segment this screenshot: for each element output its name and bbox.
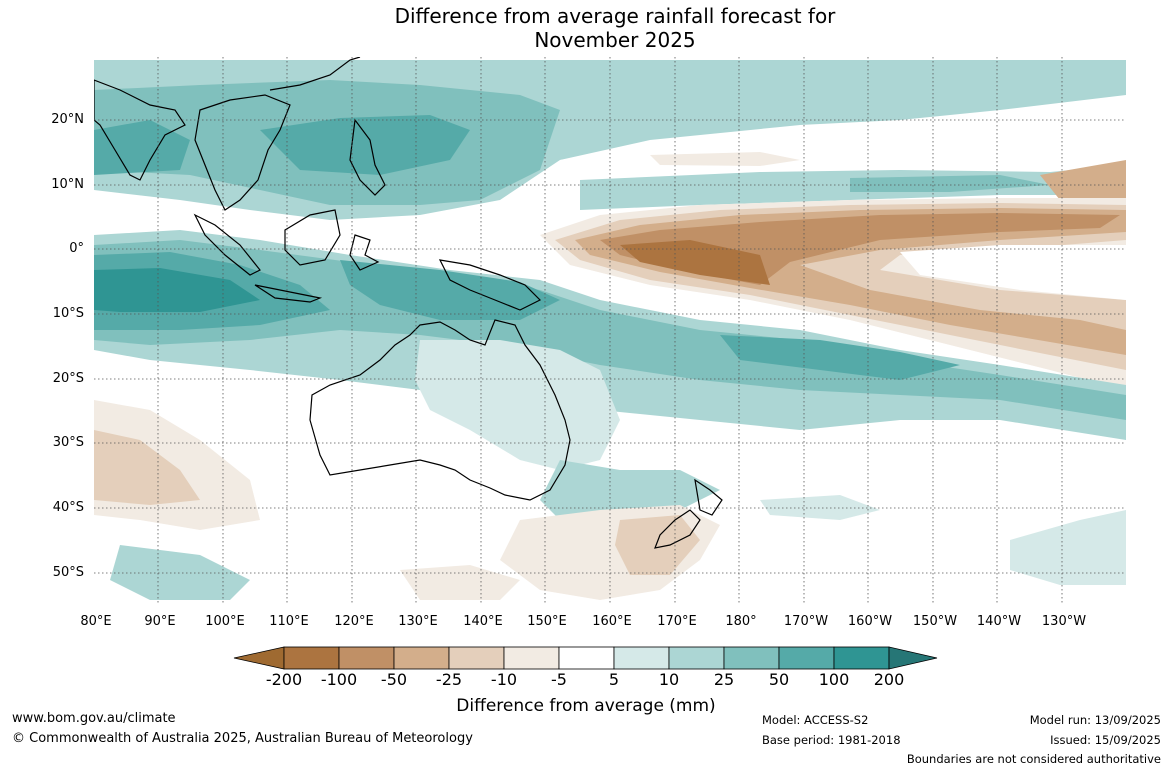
india-outline — [94, 79, 186, 181]
lon-label-130w: 130°W — [1041, 614, 1087, 629]
map-title: Difference from average rainfall forecas… — [0, 4, 1173, 52]
colorbar-arrow-low — [233, 646, 285, 670]
copyright-text: © Commonwealth of Australia 2025, Austra… — [12, 731, 473, 746]
base-period-text: Base period: 1981-2018 — [762, 733, 901, 747]
lon-label-80e: 80°E — [80, 614, 112, 629]
colorbar-swatch — [503, 646, 560, 670]
lat-label-equator: 0° — [69, 241, 84, 256]
lon-label-90e: 90°E — [144, 614, 176, 629]
graticule — [94, 57, 1126, 605]
title-line-1: Difference from average rainfall forecas… — [394, 4, 836, 28]
sumatra-outline — [193, 213, 261, 276]
lon-label-180: 180° — [725, 614, 757, 629]
colorbar-title: Difference from average (mm) — [456, 696, 716, 716]
lon-label-170e: 170°E — [657, 614, 697, 629]
website-link[interactable]: www.bom.gov.au/climate — [12, 711, 176, 726]
issued-text: Issued: 15/09/2025 — [1050, 733, 1161, 747]
colorbar-label: 200 — [873, 670, 905, 689]
southeast-asia-outline — [194, 94, 291, 211]
colorbar-swatch — [283, 646, 340, 670]
colorbar-label: -10 — [490, 670, 518, 689]
lon-label-150e: 150°E — [527, 614, 567, 629]
rainfall-anomaly-field — [94, 57, 1126, 605]
colorbar-swatch — [613, 646, 670, 670]
java-outline — [254, 284, 323, 303]
colorbar-label: 100 — [818, 670, 850, 689]
sulawesi-outline — [349, 234, 380, 271]
borneo-outline — [284, 209, 341, 266]
colorbar-label: 50 — [768, 670, 790, 689]
australia-outline — [309, 319, 571, 501]
philippines-outline — [349, 118, 386, 196]
disclaimer-text: Boundaries are not considered authoritat… — [906, 752, 1161, 766]
lat-label-40s: 40°S — [52, 500, 84, 515]
lon-label-140e: 140°E — [463, 614, 503, 629]
colorbar-swatch — [668, 646, 725, 670]
lat-label-20n: 20°N — [51, 112, 84, 127]
coastlines — [94, 57, 723, 549]
colorbar-label: -25 — [435, 670, 463, 689]
colorbar-swatch — [338, 646, 395, 670]
colorbar-swatch — [558, 646, 615, 670]
colorbar-arrow-high — [888, 646, 938, 670]
lon-label-150w: 150°W — [912, 614, 958, 629]
colorbar-swatch — [833, 646, 890, 670]
colorbar-label: 10 — [658, 670, 680, 689]
lon-label-130e: 130°E — [398, 614, 438, 629]
model-text: Model: ACCESS-S2 — [762, 713, 869, 727]
lat-label-30s: 30°S — [52, 435, 84, 450]
colorbar — [233, 646, 938, 670]
colorbar-swatch — [393, 646, 450, 670]
lon-label-120e: 120°E — [334, 614, 374, 629]
colorbar-swatch — [778, 646, 835, 670]
title-line-2: November 2025 — [534, 28, 696, 52]
new-guinea-outline — [438, 259, 542, 311]
colorbar-label: -5 — [551, 670, 567, 689]
lon-label-160w: 160°W — [847, 614, 893, 629]
colorbar-label: 5 — [608, 670, 620, 689]
colorbar-label: 25 — [713, 670, 735, 689]
lon-label-110e: 110°E — [269, 614, 309, 629]
colorbar-label: -200 — [265, 670, 303, 689]
colorbar-label: -100 — [320, 670, 358, 689]
lat-label-10n: 10°N — [51, 177, 84, 192]
lon-label-100e: 100°E — [205, 614, 245, 629]
model-run-text: Model run: 13/09/2025 — [1029, 713, 1161, 727]
lat-label-10s: 10°S — [52, 306, 84, 321]
new-zealand-outline — [654, 478, 723, 549]
colorbar-swatch — [723, 646, 780, 670]
lat-label-20s: 20°S — [52, 371, 84, 386]
lon-label-140w: 140°W — [976, 614, 1022, 629]
china-coast-outline — [269, 57, 361, 91]
lat-label-50s: 50°S — [52, 565, 84, 580]
colorbar-swatch — [448, 646, 505, 670]
lon-label-160e: 160°E — [592, 614, 632, 629]
colorbar-label: -50 — [380, 670, 408, 689]
lon-label-170w: 170°W — [783, 614, 829, 629]
